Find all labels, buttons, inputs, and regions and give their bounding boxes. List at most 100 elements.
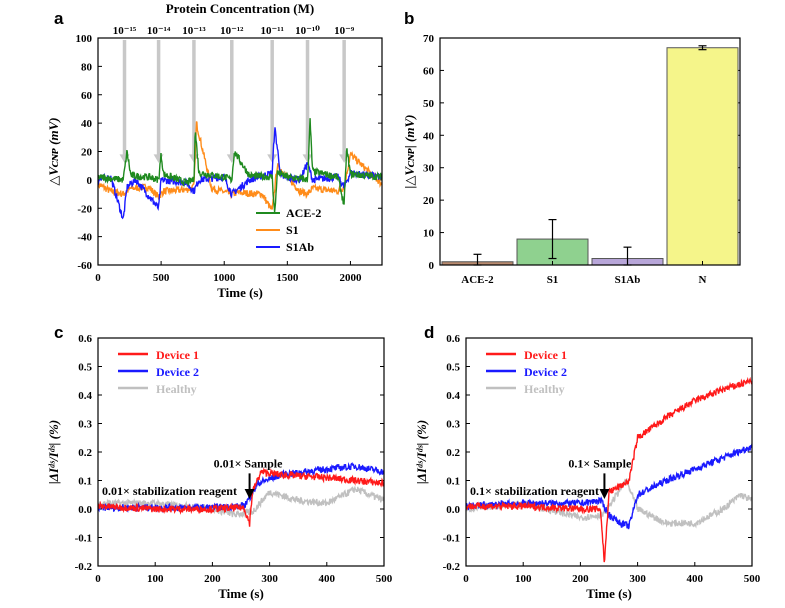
y-axis-label: |ΔIᵈˢ/Iᵈˢ| (%) (46, 420, 61, 484)
x-tick-label: 300 (261, 573, 278, 585)
x-tick-label: 200 (572, 573, 589, 585)
y-tick-label: 70 (423, 33, 435, 45)
y-tick-label: 0.0 (446, 504, 460, 516)
panel-letter-a: a (54, 9, 64, 28)
x-tick-label: 2000 (339, 272, 362, 284)
y-tick-label: 10 (423, 228, 435, 240)
x-tick-label: 1500 (276, 272, 299, 284)
y-tick-label: -0.1 (443, 533, 460, 545)
legend-label: Healthy (524, 382, 565, 396)
concentration-label: 10⁻¹⁵ (113, 25, 137, 37)
concentration-label: 10⁻¹² (220, 25, 244, 37)
stabilization-label: 0.1× stabilization reagent (470, 484, 599, 498)
panel-letter-b: b (404, 9, 414, 28)
x-tick-label: 400 (319, 573, 336, 585)
y-tick-label: 0.5 (446, 362, 460, 374)
x-tick-label: 100 (147, 573, 164, 585)
chart-title: Protein Concentration (M) (166, 1, 315, 16)
panel-letter-c: c (54, 323, 63, 342)
legend-label: Healthy (156, 382, 197, 396)
x-axis-label: Time (s) (217, 285, 263, 300)
y-tick-label: 0 (429, 260, 435, 272)
legend-label: Device 1 (524, 348, 567, 362)
panel-d: d -0.2 -0.1 0.0 0.1 0.2 0.3 0.4 0.5 0.6 0 100 200 300… (414, 323, 761, 601)
y-tick-label: 0.2 (78, 447, 92, 459)
legend-label: S1Ab (286, 240, 314, 254)
concentration-label: 10⁻⁹ (334, 25, 355, 37)
sample-label: 0.1× Sample (568, 457, 632, 471)
plot-frame (97, 37, 383, 266)
y-axis-label: △Vᴄɴᴘ (mV) (46, 117, 61, 185)
panel-letter-d: d (424, 323, 434, 342)
x-tick-label: 500 (744, 573, 761, 585)
y-tick-label: 0 (87, 175, 93, 187)
x-axis-label: Time (s) (586, 586, 632, 601)
y-tick-label: -0.1 (75, 533, 92, 545)
y-tick-label: 0.6 (78, 333, 92, 345)
concentration-label: 10⁻¹¹ (260, 25, 283, 37)
y-tick-label: -40 (77, 232, 92, 244)
panel-b: b 0 10 20 30 40 50 60 70 ACE-2 S1 S1Ab N |△Vᴄɴᴘ| (mV) (402, 9, 741, 286)
x-tick-label: 100 (515, 573, 532, 585)
y-tick-label: 0.3 (446, 419, 460, 431)
x-tick-label: 200 (204, 573, 221, 585)
y-tick-label: 50 (423, 98, 435, 110)
legend-label: S1 (286, 223, 299, 237)
x-tick-label: S1 (547, 274, 559, 286)
x-tick-label: ACE-2 (461, 274, 494, 286)
legend-label: ACE-2 (286, 206, 321, 220)
y-tick-label: 20 (423, 195, 435, 207)
x-tick-label: 300 (629, 573, 646, 585)
series-line-device-2 (466, 443, 752, 530)
y-tick-label: 0.5 (78, 362, 92, 374)
series-line-ace-2 (98, 118, 382, 213)
concentration-arrowhead (267, 154, 278, 163)
legend-label: Device 1 (156, 348, 199, 362)
x-tick-label: 1000 (213, 272, 236, 284)
concentration-label: 10⁻¹⁴ (147, 25, 171, 37)
y-tick-label: -0.2 (75, 561, 93, 573)
y-tick-label: 0.3 (78, 419, 92, 431)
concentration-label: 10⁻¹³ (182, 25, 206, 37)
y-tick-label: 20 (81, 147, 93, 159)
sample-arrowhead (244, 489, 255, 500)
x-tick-label: 0 (463, 573, 469, 585)
plot-frame (439, 37, 741, 266)
series-line-s1ab (98, 127, 382, 220)
y-tick-label: 0.4 (446, 390, 460, 402)
y-tick-label: -0.2 (443, 561, 461, 573)
y-tick-label: 40 (423, 130, 435, 142)
x-tick-label: S1Ab (615, 274, 641, 286)
concentration-arrowhead (302, 154, 313, 163)
x-tick-label: 0 (95, 272, 101, 284)
bar-n (666, 47, 739, 266)
y-tick-label: 60 (81, 90, 93, 102)
series-line-s1 (98, 121, 382, 210)
x-tick-label: N (699, 274, 707, 286)
legend-label: Device 2 (156, 365, 199, 379)
legend-label: Device 2 (524, 365, 567, 379)
sample-label: 0.01× Sample (214, 457, 284, 471)
y-tick-label: 0.4 (78, 390, 92, 402)
x-tick-label: 0 (95, 573, 101, 585)
y-tick-label: 30 (423, 163, 435, 175)
y-tick-label: 0.0 (78, 504, 92, 516)
y-tick-label: -60 (77, 260, 92, 272)
sample-arrowhead (599, 489, 610, 500)
y-tick-label: 0.1 (78, 476, 92, 488)
y-tick-label: 0.6 (446, 333, 460, 345)
x-tick-label: 500 (376, 573, 393, 585)
x-tick-label: 500 (153, 272, 170, 284)
y-tick-label: 0.2 (446, 447, 460, 459)
y-axis-label: |△Vᴄɴᴘ| (mV) (402, 115, 417, 189)
y-tick-label: 0.1 (446, 476, 460, 488)
y-tick-label: 60 (423, 65, 435, 77)
concentration-label: 10⁻¹⁰ (295, 25, 320, 37)
x-tick-label: 400 (687, 573, 704, 585)
stabilization-label: 0.01× stabilization reagent (102, 484, 237, 498)
panel-c: c -0.2 -0.1 0.0 0.1 0.2 0.3 0.4 0.5 0.6 0 100 200 300… (46, 323, 393, 601)
plot-frame (97, 337, 385, 567)
series-line-device-1 (98, 467, 384, 527)
